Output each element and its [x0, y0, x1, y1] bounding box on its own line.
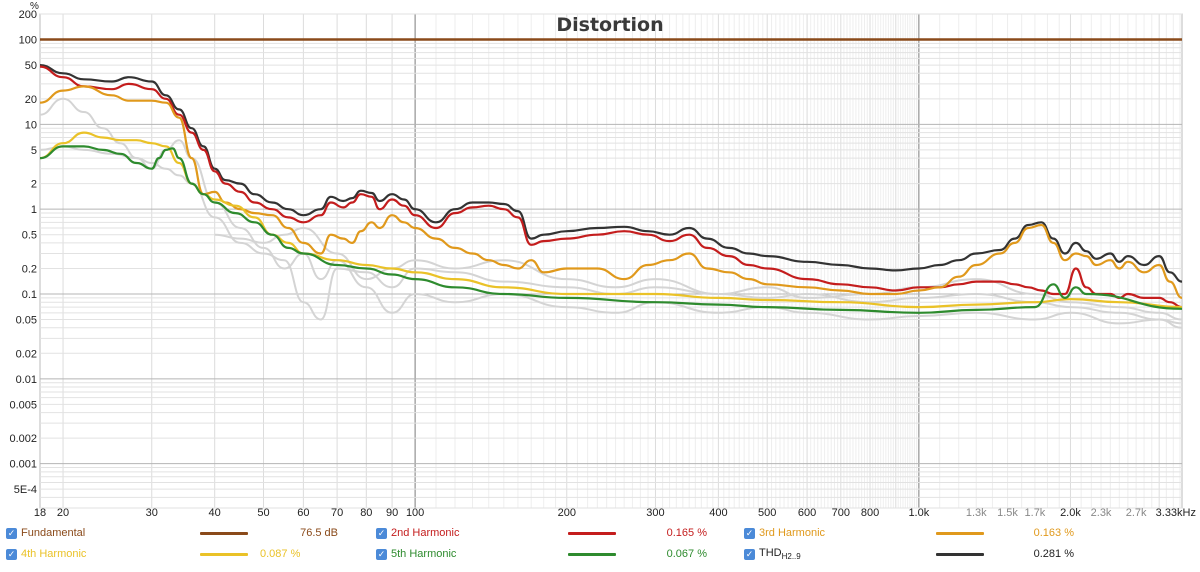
series-4th-harmonic-line — [39, 131, 1183, 309]
legend-label-3rd-harmonic: 3rd Harmonic — [759, 527, 826, 539]
x-tick-label: 90 — [386, 507, 398, 519]
x-tick-label: 80 — [360, 507, 372, 519]
legend-label-4th-harmonic: 4th Harmonic — [21, 548, 87, 560]
series-thd-h2-9-line — [39, 64, 1183, 283]
legend-label-fundamental: Fundamental — [21, 527, 86, 539]
y-tick-label: 0.01 — [16, 374, 37, 386]
legend-item-5th-harmonic[interactable]: ✓ 5th Harmonic — [370, 543, 456, 565]
x-tick-label: 3.33kHz — [1156, 507, 1196, 519]
y-tick-label: 100 — [19, 35, 37, 47]
legend-item-2nd-harmonic[interactable]: ✓ 2nd Harmonic — [370, 522, 459, 544]
legend: ✓ Fundamental 76.5 dB ✓ 2nd Harmonic 0.1… — [0, 520, 1200, 572]
series-layer — [39, 38, 1183, 329]
y-unit-label: % — [30, 1, 39, 12]
y-tick-label: 5 — [31, 145, 37, 157]
legend-value-thd: 0.281 % — [1033, 548, 1074, 560]
x-tick-label: 700 — [832, 507, 850, 519]
grid — [39, 13, 1183, 509]
x-tick-label: 800 — [861, 507, 879, 519]
series-2nd-harmonic-line — [39, 65, 1183, 309]
legend-swatch-5th-harmonic — [568, 553, 616, 556]
x-tick-label: 100 — [406, 507, 424, 519]
y-tick-label: 1 — [31, 204, 37, 216]
checkbox-5th-harmonic[interactable]: ✓ — [376, 548, 387, 560]
legend-swatch-fundamental — [200, 532, 248, 535]
y-tick-label: 0.5 — [22, 230, 37, 242]
x-tick-label: 300 — [646, 507, 664, 519]
legend-item-fundamental[interactable]: ✓ Fundamental — [0, 522, 85, 544]
y-tick-label: 5E-4 — [14, 484, 37, 496]
legend-item-4th-harmonic[interactable]: ✓ 4th Harmonic — [0, 543, 86, 565]
y-tick-label: 50 — [25, 60, 37, 72]
x-tick-label: 2.3k — [1091, 507, 1112, 519]
y-tick-label: 0.001 — [9, 459, 37, 471]
legend-item-thd[interactable]: ✓ THDH2..9 — [738, 543, 801, 565]
legend-value-fundamental: 76.5 dB — [300, 527, 338, 539]
legend-value-2nd-harmonic: 0.165 % — [666, 527, 707, 539]
x-tick-label: 30 — [146, 507, 158, 519]
legend-swatch-2nd-harmonic — [568, 532, 616, 535]
x-tick-label: 200 — [558, 507, 576, 519]
legend-label-thd-main: THD — [759, 546, 782, 559]
x-tick-label: 20 — [57, 507, 69, 519]
y-tick-label: 20 — [25, 94, 37, 106]
legend-label-2nd-harmonic: 2nd Harmonic — [391, 527, 460, 539]
x-tick-label: 1.7k — [1025, 507, 1046, 519]
plot-area — [39, 13, 1183, 509]
series-5th-harmonic-line — [39, 145, 1183, 314]
x-tick-label: 60 — [297, 507, 309, 519]
checkbox-3rd-harmonic[interactable]: ✓ — [744, 527, 755, 539]
checkbox-2nd-harmonic[interactable]: ✓ — [376, 527, 387, 539]
axes: 200 100 50 20 10 5 2 1 0.5 0.2 0.1 0.05 0.02 0.01 0.00… — [9, 9, 1196, 519]
x-tick-label: 1.5k — [997, 507, 1018, 519]
legend-value-5th-harmonic: 0.067 % — [666, 548, 707, 560]
x-tick-label: 500 — [758, 507, 776, 519]
y-tick-label: 2 — [31, 179, 37, 191]
legend-label-5th-harmonic: 5th Harmonic — [391, 548, 457, 560]
y-tick-label: 0.2 — [22, 263, 37, 275]
x-tick-label: 50 — [257, 507, 269, 519]
legend-swatch-4th-harmonic — [200, 553, 248, 556]
x-tick-label: 1.3k — [966, 507, 987, 519]
legend-value-3rd-harmonic: 0.163 % — [1033, 527, 1074, 539]
x-tick-label: 2.0k — [1060, 507, 1081, 519]
x-tick-label: 400 — [709, 507, 727, 519]
y-tick-label: 0.1 — [22, 289, 37, 301]
legend-swatch-thd — [936, 553, 984, 556]
series-reference-line — [39, 145, 1183, 325]
x-tick-label: 40 — [209, 507, 221, 519]
series-reference-line — [214, 227, 1183, 321]
x-tick-label: 2.7k — [1126, 507, 1147, 519]
x-tick-label: 18 — [34, 507, 46, 519]
legend-swatch-3rd-harmonic — [936, 532, 984, 535]
legend-label-thd-sub: H2..9 — [781, 552, 801, 562]
chart-title: Distortion — [556, 14, 663, 36]
checkbox-4th-harmonic[interactable]: ✓ — [6, 548, 17, 560]
checkbox-fundamental[interactable]: ✓ — [6, 527, 17, 539]
legend-label-thd: THDH2..9 — [759, 547, 801, 561]
checkbox-thd[interactable]: ✓ — [744, 548, 755, 560]
y-tick-label: 10 — [25, 119, 37, 131]
y-tick-label: 0.05 — [16, 315, 37, 327]
x-tick-label: 600 — [798, 507, 816, 519]
legend-value-4th-harmonic: 0.087 % — [260, 548, 301, 560]
y-tick-label: 0.02 — [16, 348, 37, 360]
distortion-chart: 200 100 50 20 10 5 2 1 0.5 0.2 0.1 0.05 0.02 0.01 0.00… — [9, 1, 1196, 519]
y-tick-label: 200 — [19, 9, 37, 21]
x-tick-label: 1.0k — [908, 507, 929, 519]
y-tick-label: 0.005 — [9, 399, 37, 411]
y-tick-label: 0.002 — [9, 433, 37, 445]
x-tick-label: 70 — [331, 507, 343, 519]
legend-item-3rd-harmonic[interactable]: ✓ 3rd Harmonic — [738, 522, 825, 544]
